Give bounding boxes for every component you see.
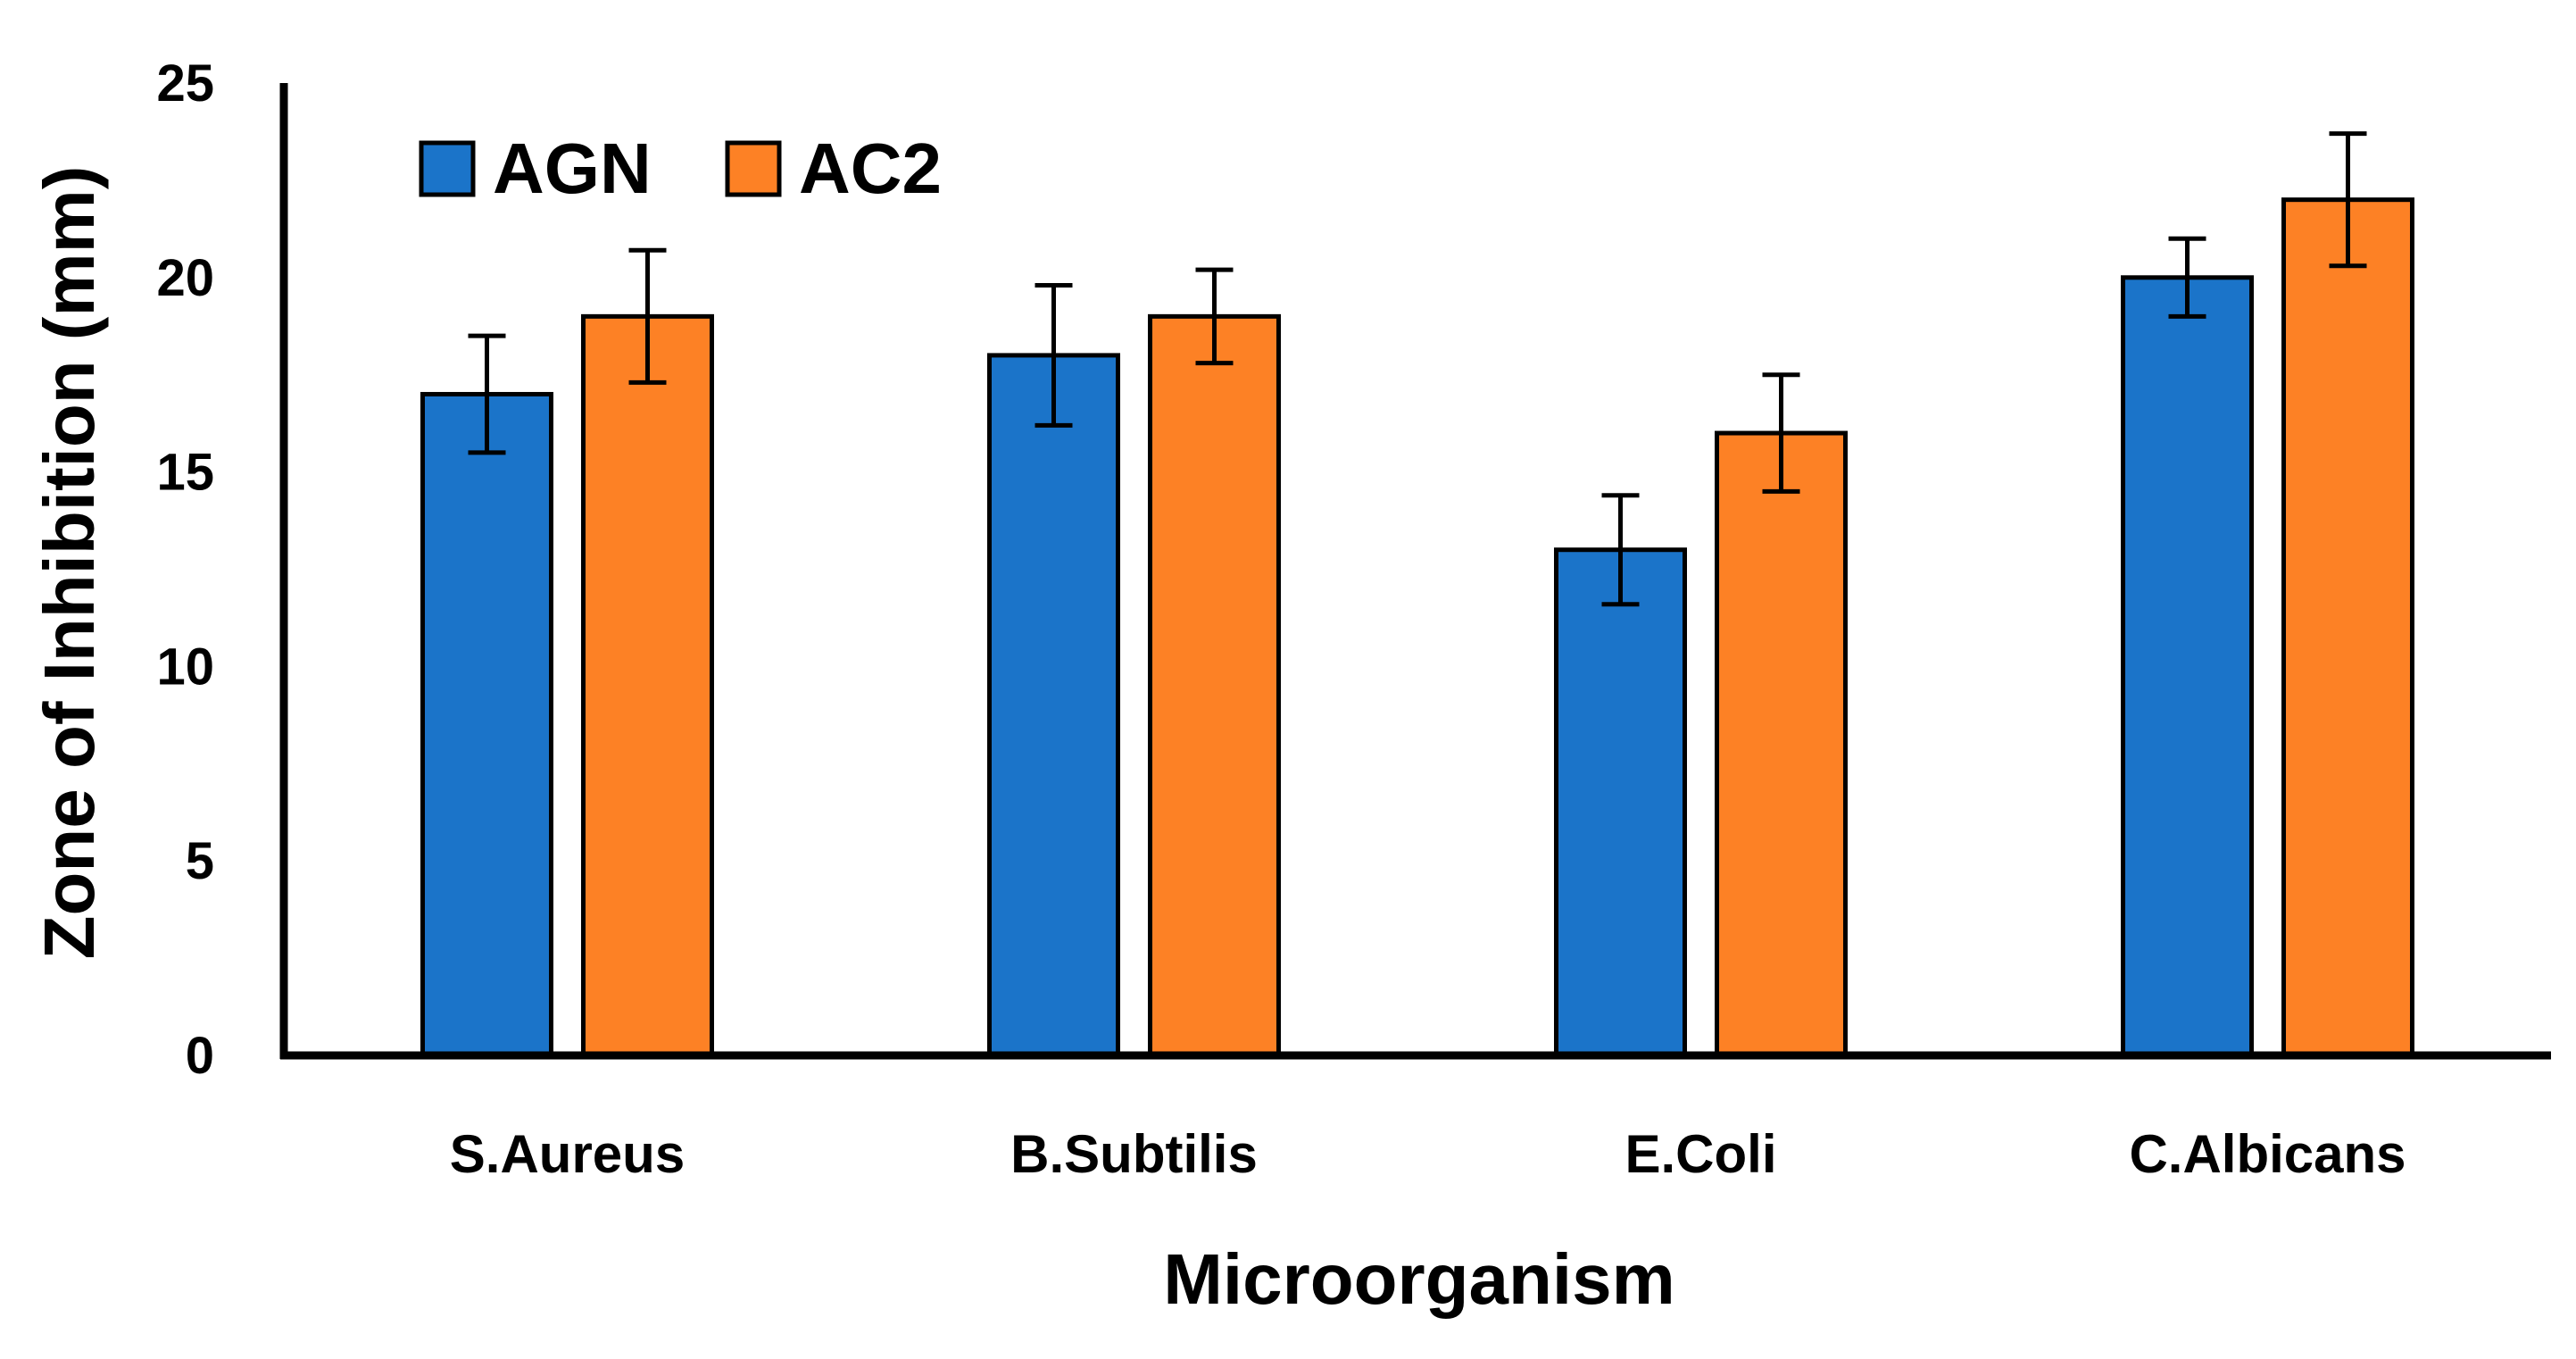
error-bar [1195,267,1234,366]
error-bar [2329,131,2367,269]
y-tick-labels: 0 5 10 15 20 25 [156,54,214,1085]
error-bar [1601,493,1640,607]
bars-layer [420,197,2414,1058]
bar-agn [987,353,1120,1058]
legend-label: AGN [493,129,652,208]
x-axis-title: Microorganism [1163,1239,1674,1319]
x-category-label: C.Albicans [2129,1124,2406,1184]
y-tick-label: 10 [156,638,214,696]
y-axis-title: Zone of Inhibition (mm) [29,166,109,960]
y-tick-label: 25 [156,54,214,113]
legend-swatch [419,140,476,197]
bar-ac2 [581,313,714,1058]
x-category-label: B.Subtilis [1010,1124,1258,1184]
bar-ac2 [2281,197,2414,1058]
error-bar [2168,236,2206,319]
legend-label: AC2 [799,129,942,208]
legend-swatch [725,140,782,197]
bar-agn [2121,275,2254,1058]
y-tick-label: 5 [186,832,214,890]
error-bars-layer [468,131,2367,607]
error-bar [628,247,667,385]
legend-item-agn: AGN [419,129,652,208]
y-tick-label: 20 [156,249,214,307]
x-category-label: E.Coli [1625,1124,1776,1184]
error-bar [1762,372,1800,494]
bar-ac2 [1715,430,1848,1058]
error-bar [468,333,506,455]
legend-item-ac2: AC2 [725,129,942,208]
error-bar [1035,283,1073,428]
y-tick-label: 15 [156,444,214,502]
x-category-label: S.Aureus [450,1124,685,1184]
bar-agn [1554,547,1687,1058]
y-tick-label: 0 [186,1027,214,1085]
x-category-labels: S.Aureus B.Subtilis E.Coli C.Albicans [450,1124,2406,1184]
bar-ac2 [1148,313,1281,1058]
bar-agn [420,391,553,1058]
legend: AGN AC2 [419,129,942,208]
